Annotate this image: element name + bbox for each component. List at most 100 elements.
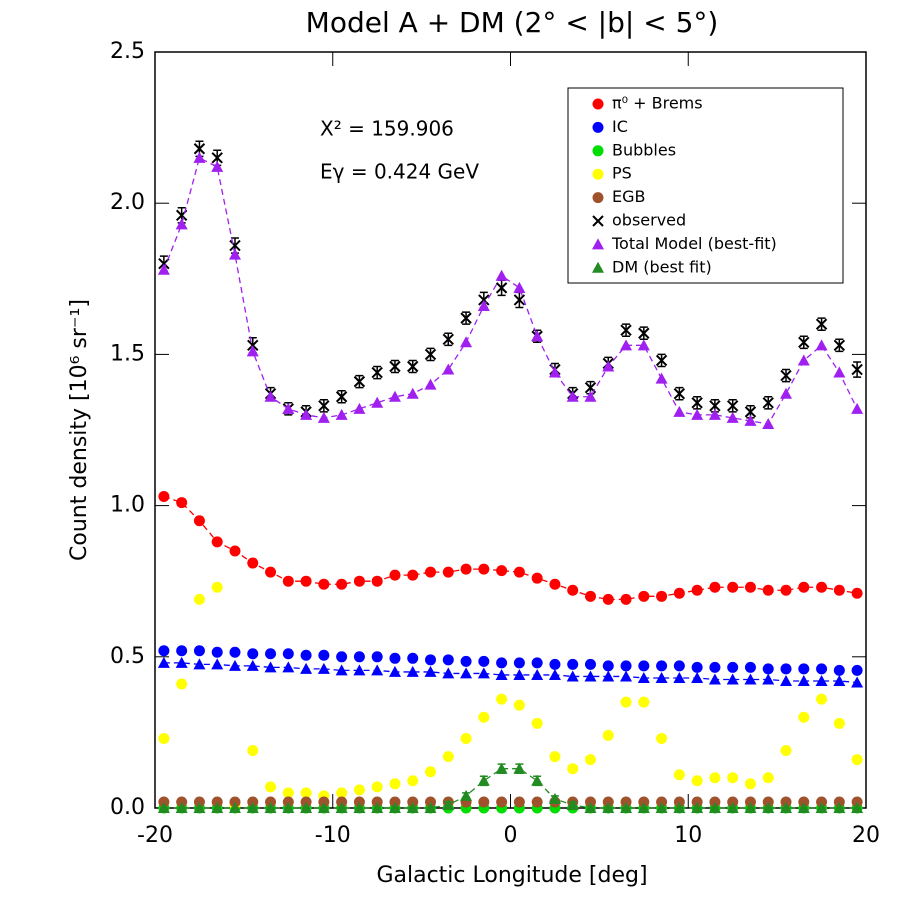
point bbox=[264, 802, 277, 813]
point bbox=[371, 575, 383, 587]
point bbox=[425, 654, 437, 666]
point bbox=[780, 584, 792, 596]
point bbox=[620, 802, 633, 813]
point bbox=[566, 798, 579, 810]
legend-marker bbox=[592, 238, 604, 250]
point bbox=[246, 802, 259, 813]
point bbox=[798, 796, 810, 808]
point bbox=[656, 732, 668, 744]
point bbox=[620, 593, 632, 605]
chart-title: Model A + DM (2° < |b| < 5°) bbox=[306, 6, 719, 39]
point bbox=[851, 676, 864, 688]
point bbox=[602, 802, 615, 813]
point bbox=[744, 796, 756, 808]
point bbox=[246, 659, 259, 671]
point bbox=[425, 566, 437, 578]
point bbox=[371, 781, 383, 793]
point bbox=[282, 787, 294, 799]
point bbox=[851, 796, 863, 808]
point bbox=[335, 391, 348, 403]
point bbox=[567, 658, 579, 670]
point bbox=[247, 557, 259, 569]
point bbox=[407, 569, 419, 581]
point bbox=[726, 411, 739, 423]
point bbox=[211, 581, 223, 593]
point bbox=[176, 796, 188, 808]
point bbox=[193, 658, 206, 670]
point bbox=[495, 269, 508, 281]
legend-label: IC bbox=[612, 117, 628, 136]
point bbox=[655, 802, 668, 813]
point bbox=[389, 652, 401, 664]
point bbox=[744, 673, 757, 685]
point bbox=[727, 661, 739, 673]
point bbox=[460, 789, 473, 801]
point bbox=[566, 390, 579, 402]
y-tick-label: 2.0 bbox=[110, 190, 145, 215]
point bbox=[442, 798, 455, 810]
point bbox=[780, 802, 793, 813]
point bbox=[531, 572, 543, 584]
point bbox=[780, 745, 792, 757]
x-tick-label: -10 bbox=[315, 823, 351, 848]
point bbox=[442, 363, 455, 375]
point bbox=[584, 796, 596, 808]
point bbox=[442, 654, 454, 666]
point bbox=[371, 366, 383, 379]
point bbox=[815, 339, 828, 351]
point bbox=[584, 670, 597, 682]
point bbox=[336, 578, 348, 590]
point bbox=[637, 339, 650, 351]
point bbox=[158, 645, 170, 657]
point bbox=[193, 151, 206, 163]
point bbox=[496, 693, 508, 705]
point bbox=[673, 769, 685, 781]
point bbox=[584, 390, 597, 402]
point bbox=[833, 674, 846, 686]
point bbox=[602, 729, 614, 741]
point bbox=[531, 774, 544, 786]
point bbox=[798, 581, 810, 593]
point bbox=[513, 699, 525, 711]
point bbox=[228, 248, 241, 260]
point bbox=[388, 665, 401, 677]
point bbox=[637, 802, 650, 813]
point bbox=[798, 663, 810, 675]
point bbox=[708, 408, 721, 420]
point bbox=[353, 784, 365, 796]
point bbox=[158, 732, 170, 744]
point bbox=[673, 671, 686, 683]
point bbox=[371, 796, 383, 808]
point bbox=[407, 652, 419, 664]
legend-marker bbox=[592, 98, 604, 110]
point bbox=[513, 657, 525, 669]
point bbox=[762, 772, 774, 784]
point bbox=[211, 152, 223, 164]
point bbox=[460, 312, 472, 324]
point bbox=[744, 414, 757, 426]
point bbox=[833, 584, 845, 596]
point bbox=[336, 796, 348, 808]
point bbox=[336, 651, 348, 663]
point bbox=[513, 762, 526, 774]
point bbox=[157, 263, 170, 275]
x-axis-label: Galactic Longitude [deg] bbox=[376, 863, 647, 888]
legend-label: EGB bbox=[612, 187, 645, 206]
point bbox=[851, 587, 863, 599]
point bbox=[744, 802, 757, 813]
point bbox=[300, 787, 312, 799]
point bbox=[708, 802, 721, 813]
point bbox=[460, 655, 472, 667]
point bbox=[300, 649, 312, 661]
point bbox=[265, 566, 277, 578]
x-tick-label: -20 bbox=[137, 823, 173, 848]
point bbox=[673, 660, 685, 672]
point bbox=[353, 375, 366, 388]
point bbox=[673, 405, 686, 417]
legend-marker bbox=[592, 261, 604, 273]
point bbox=[211, 658, 224, 670]
point bbox=[762, 673, 775, 685]
point bbox=[691, 584, 703, 596]
y-tick-label: 1.5 bbox=[110, 341, 145, 366]
y-tick-label: 2.5 bbox=[110, 39, 145, 64]
